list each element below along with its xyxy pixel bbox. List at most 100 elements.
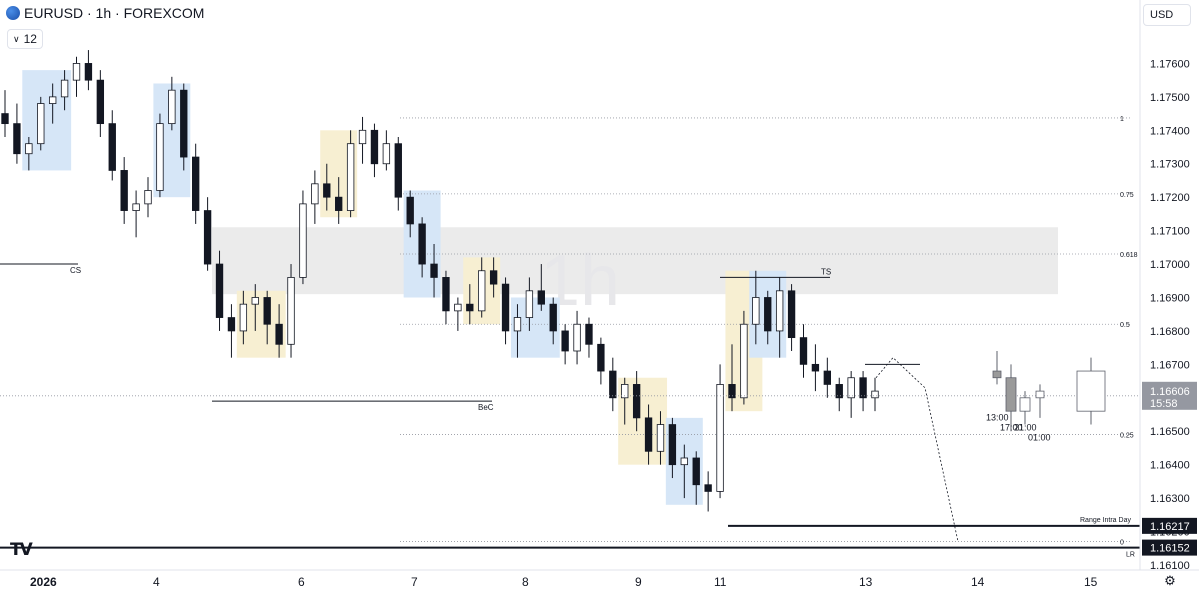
candle-body — [215, 263, 224, 318]
candle-body — [656, 424, 665, 452]
current-price-badge — [1142, 381, 1197, 410]
candle-body — [287, 277, 295, 345]
candle-body — [37, 103, 45, 145]
candle-body — [144, 190, 152, 205]
candle-body — [227, 317, 236, 332]
candle-body — [48, 96, 57, 104]
candle-body — [668, 424, 677, 466]
current-price-value: 1.16606 — [1150, 386, 1190, 398]
candle-body — [501, 283, 510, 332]
candle-body — [430, 263, 438, 278]
candle-body — [406, 196, 414, 225]
price-label-value: 1.16217 — [1150, 521, 1190, 533]
fib-label: 0.5 — [1120, 322, 1130, 329]
candle-body — [72, 63, 81, 81]
candle-body — [573, 323, 581, 352]
candle-body — [442, 277, 450, 312]
forecast-time-label: 17:00 — [1000, 423, 1023, 433]
candle-body — [537, 290, 545, 305]
candle-body — [621, 384, 629, 399]
price-tick-label: 1.17100 — [1150, 226, 1190, 238]
candle-body — [346, 143, 355, 211]
forecast-candle-body — [1035, 390, 1045, 399]
fib-label: 1 — [1120, 116, 1124, 123]
price-tick-label: 1.17000 — [1150, 259, 1190, 271]
currency-button[interactable]: USD — [1143, 4, 1191, 26]
price-tick-label: 1.16300 — [1150, 493, 1190, 505]
time-tick-label: 15 — [1084, 575, 1098, 589]
candle-body — [823, 370, 832, 385]
price-tick-label: 1.17600 — [1150, 58, 1190, 70]
candle-body — [704, 484, 712, 492]
interval-count-toggle[interactable]: ∨ 12 — [7, 29, 43, 49]
candle-body — [311, 183, 319, 205]
candle-body — [323, 183, 331, 198]
projection-path — [875, 357, 959, 542]
candle-body — [239, 303, 248, 332]
candle-body — [728, 384, 736, 399]
fib-label: 0.75 — [1120, 192, 1134, 199]
bec-label: BeC — [478, 403, 494, 412]
candle-body — [370, 129, 379, 165]
candle-body — [597, 343, 605, 372]
symbol-title: EURUSD · 1h · FOREXCOM — [24, 5, 205, 21]
time-tick-label: 9 — [635, 575, 642, 589]
time-tick-label: 7 — [411, 575, 418, 589]
candle-body — [156, 123, 164, 191]
candle-body — [120, 170, 128, 211]
chevron-down-icon: ∨ — [13, 33, 20, 44]
candle-body — [811, 363, 820, 372]
candle-body — [585, 323, 593, 345]
forecast-time-label: 21:00 — [1014, 423, 1037, 433]
interval-count-label: 12 — [23, 32, 37, 46]
time-tick-label: 4 — [153, 575, 160, 589]
candle-body — [358, 129, 367, 145]
forecast-candle-body — [1005, 377, 1017, 412]
candle-body — [263, 297, 271, 325]
candle-body — [525, 290, 534, 318]
gear-icon[interactable]: ⚙ — [1164, 573, 1176, 588]
price-tick-label: 1.16400 — [1150, 460, 1190, 472]
price-label-badge — [1142, 539, 1197, 556]
price-label-value: 1.16152 — [1150, 543, 1190, 555]
price-tick-label: 1.16100 — [1150, 560, 1190, 572]
candle-body — [692, 457, 700, 486]
candle-body — [96, 79, 105, 125]
candle-body — [632, 384, 641, 419]
eurusd-flag-icon — [6, 6, 20, 20]
forecast-time-label: 13:00 — [986, 413, 1009, 423]
time-tick-label: 6 — [298, 575, 305, 589]
forecast-candle-body — [1019, 397, 1031, 412]
candle-body — [835, 384, 843, 399]
price-tick-label: 1.17500 — [1150, 92, 1190, 104]
time-tick-label: 14 — [971, 575, 985, 589]
time-tick-label: 8 — [522, 575, 529, 589]
candle-body — [740, 323, 748, 399]
candle-body — [871, 390, 879, 399]
candle-body — [859, 377, 867, 399]
candle-body — [561, 330, 569, 352]
candle-body — [382, 143, 391, 165]
candle-body — [680, 457, 688, 466]
candle-body — [787, 290, 796, 339]
time-tick-label: 13 — [859, 575, 873, 589]
price-tick-label: 1.17400 — [1150, 125, 1190, 137]
candle-body — [25, 143, 33, 155]
candle-body — [799, 337, 808, 365]
candle-body — [752, 297, 760, 325]
candle-body — [60, 79, 69, 98]
price-tick-label: 1.16800 — [1150, 326, 1190, 338]
tradingview-logo-icon[interactable]: TV — [10, 540, 33, 560]
candle-body — [513, 317, 522, 332]
candle-body — [466, 303, 474, 312]
currency-label: USD — [1150, 9, 1174, 21]
supply-zone — [212, 227, 1058, 295]
candle-body — [644, 417, 653, 452]
candle-body — [168, 89, 176, 125]
time-tick-label: 11 — [714, 575, 727, 589]
symbol-header[interactable]: EURUSD · 1h · FOREXCOM — [6, 5, 204, 21]
price-tick-label: 1.16700 — [1150, 359, 1190, 371]
forecast-candle-body — [992, 370, 1002, 379]
candle-body — [1, 113, 9, 125]
